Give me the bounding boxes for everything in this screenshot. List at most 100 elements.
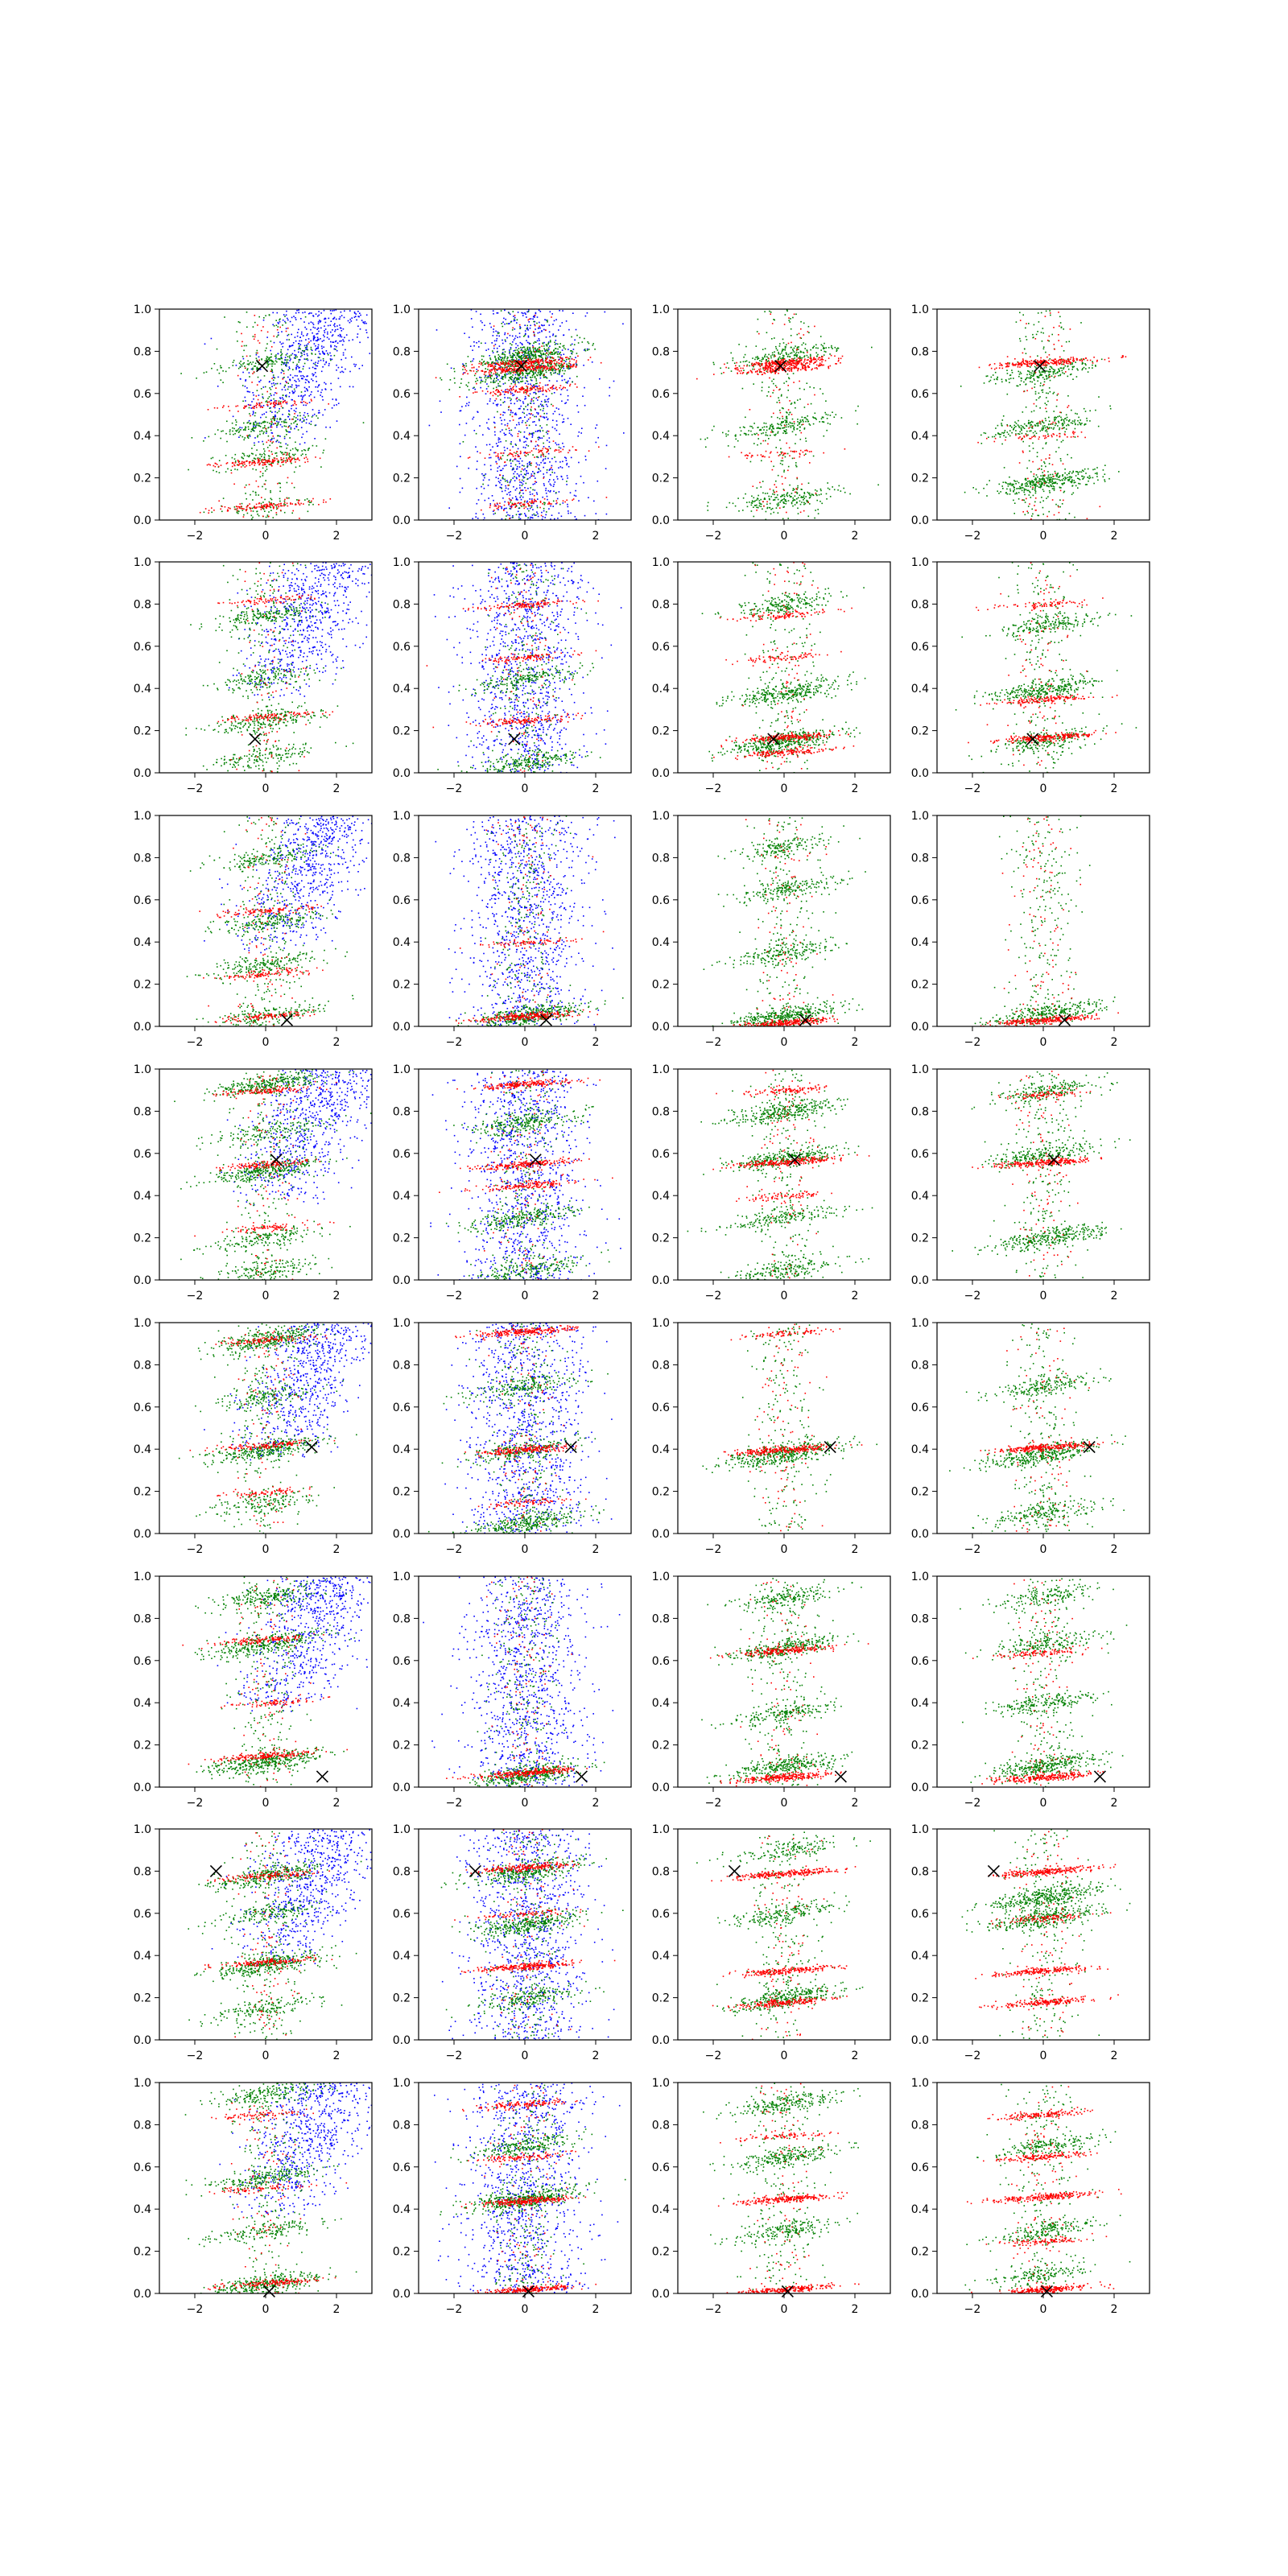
blue-point xyxy=(576,405,578,407)
blue-point xyxy=(305,349,307,350)
red-point xyxy=(548,359,551,361)
green-point xyxy=(766,361,769,362)
red-point xyxy=(487,390,489,393)
blue-point xyxy=(481,485,482,488)
red-point xyxy=(207,409,209,411)
red-point xyxy=(574,383,576,385)
green-point xyxy=(529,347,531,349)
blue-point xyxy=(522,477,525,479)
blue-point xyxy=(544,517,546,518)
red-point xyxy=(543,362,544,364)
green-point xyxy=(746,506,749,508)
green-point xyxy=(563,347,565,349)
green-point xyxy=(257,514,258,515)
blue-point xyxy=(501,375,503,378)
green-point xyxy=(270,510,272,511)
green-point xyxy=(247,435,250,436)
green-point xyxy=(251,507,254,510)
green-point xyxy=(755,357,757,358)
red-point xyxy=(287,452,288,454)
green-point xyxy=(757,356,758,357)
blue-point xyxy=(357,325,359,327)
blue-point xyxy=(493,416,495,419)
blue-point xyxy=(516,473,518,475)
red-point xyxy=(496,507,498,510)
green-point xyxy=(295,357,296,359)
green-point xyxy=(535,365,537,366)
red-point xyxy=(254,315,256,316)
green-point xyxy=(759,503,762,505)
green-point xyxy=(505,361,506,362)
blue-point xyxy=(248,372,250,374)
red-point xyxy=(556,389,558,390)
green-point xyxy=(243,453,245,455)
red-point xyxy=(493,373,495,375)
red-point xyxy=(489,369,491,371)
green-point xyxy=(267,427,269,429)
green-point xyxy=(533,374,535,376)
red-point xyxy=(496,463,498,464)
blue-point xyxy=(509,359,511,361)
green-point xyxy=(536,506,539,509)
red-point xyxy=(529,417,531,419)
red-point xyxy=(523,392,525,394)
blue-point xyxy=(489,456,492,459)
green-point xyxy=(266,431,268,432)
blue-point xyxy=(561,349,564,351)
blue-point xyxy=(533,332,535,333)
blue-point xyxy=(514,402,515,405)
green-point xyxy=(497,395,499,397)
blue-point xyxy=(513,379,514,382)
green-point xyxy=(446,363,448,365)
green-point xyxy=(306,357,308,360)
green-point xyxy=(774,434,775,436)
red-point xyxy=(551,360,552,361)
blue-point xyxy=(493,452,495,454)
green-point xyxy=(293,454,295,456)
green-point xyxy=(735,438,737,440)
blue-point xyxy=(365,329,367,331)
red-point xyxy=(540,450,543,452)
red-point xyxy=(526,388,529,390)
blue-point xyxy=(527,349,530,351)
green-point xyxy=(529,350,531,353)
green-point xyxy=(821,421,824,423)
green-point xyxy=(789,421,791,423)
green-point xyxy=(588,349,590,350)
red-point xyxy=(299,499,300,502)
blue-point xyxy=(557,351,559,353)
green-point xyxy=(534,341,536,343)
green-point xyxy=(279,451,282,452)
blue-point xyxy=(324,353,325,355)
blue-point xyxy=(566,464,568,466)
green-point xyxy=(544,349,546,351)
red-point xyxy=(535,367,537,369)
green-point xyxy=(734,435,737,437)
green-point xyxy=(498,374,501,377)
blue-point xyxy=(512,477,514,479)
blue-point xyxy=(489,355,490,357)
blue-point xyxy=(524,468,526,470)
green-point xyxy=(248,407,250,409)
green-point xyxy=(254,321,256,324)
red-point xyxy=(227,510,229,512)
red-point xyxy=(261,461,263,464)
red-point xyxy=(258,342,261,344)
red-point xyxy=(529,361,531,362)
green-point xyxy=(448,389,451,390)
blue-point xyxy=(537,399,539,401)
red-point xyxy=(528,360,530,362)
green-point xyxy=(792,505,794,507)
blue-point xyxy=(518,377,520,379)
green-point xyxy=(239,366,242,368)
green-point xyxy=(525,482,527,485)
blue-point xyxy=(528,309,530,311)
blue-point xyxy=(468,402,470,403)
red-point xyxy=(258,502,260,504)
green-point xyxy=(584,349,587,352)
blue-point xyxy=(258,441,260,443)
red-point xyxy=(266,404,269,407)
blue-point xyxy=(518,466,521,468)
green-point xyxy=(506,356,509,358)
blue-point xyxy=(502,352,504,353)
